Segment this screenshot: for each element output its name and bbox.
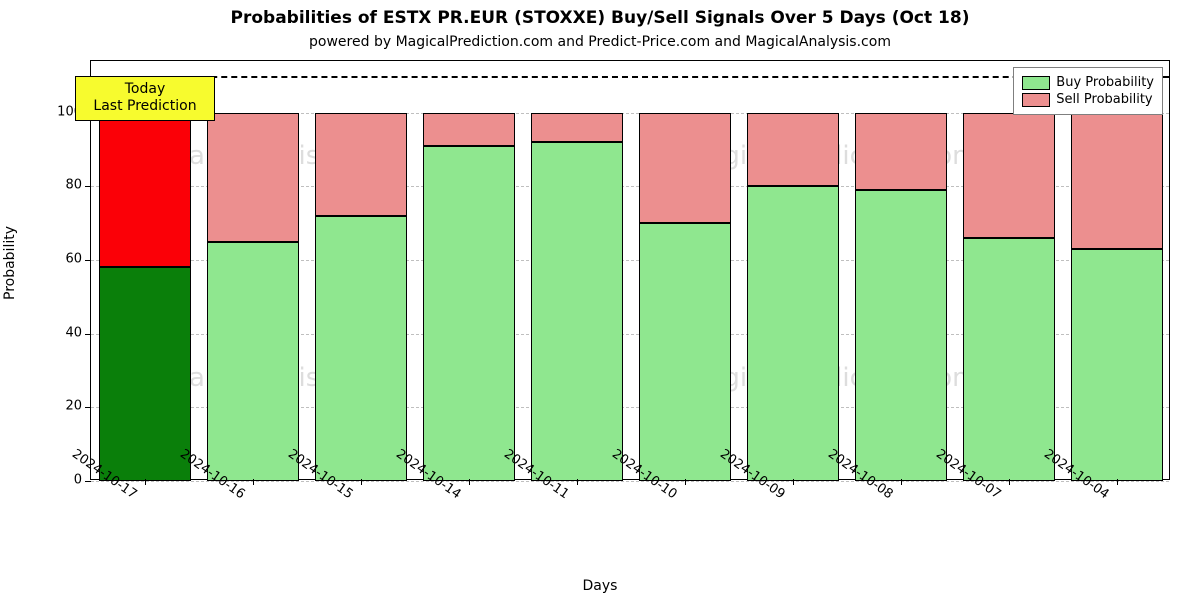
annotation-line2: Last Prediction: [84, 98, 206, 116]
bar-buy: [963, 238, 1056, 481]
y-tick-label: 40: [42, 325, 82, 340]
x-axis-label: Days: [0, 578, 1200, 594]
y-tick-mark: [85, 260, 91, 261]
legend-buy-swatch: [1022, 76, 1050, 90]
bar-sell: [423, 113, 516, 146]
bar-sell: [639, 113, 732, 224]
bar-buy: [315, 216, 408, 481]
plot-area: MagicalAnalysis.comMagicalPrediction.com…: [90, 60, 1170, 480]
x-tick-labels: 2024-10-172024-10-162024-10-152024-10-14…: [90, 484, 1170, 574]
bar-sell: [963, 113, 1056, 238]
y-tick-mark: [85, 186, 91, 187]
y-tick-label: 80: [42, 178, 82, 193]
chart-container: Probabilities of ESTX PR.EUR (STOXXE) Bu…: [0, 0, 1200, 600]
bar-sell: [747, 113, 840, 187]
bar-buy: [1071, 249, 1164, 481]
y-tick-mark: [85, 481, 91, 482]
bar-buy: [99, 267, 192, 481]
chart-subtitle: powered by MagicalPrediction.com and Pre…: [0, 34, 1200, 50]
legend-sell-label: Sell Probability: [1056, 92, 1152, 107]
y-tick-mark: [85, 334, 91, 335]
today-annotation: TodayLast Prediction: [75, 76, 215, 121]
bar-buy: [747, 186, 840, 481]
bar-buy: [207, 242, 300, 481]
y-tick-mark: [85, 407, 91, 408]
y-tick-labels: 020406080100: [0, 60, 86, 480]
chart-title: Probabilities of ESTX PR.EUR (STOXXE) Bu…: [0, 8, 1200, 28]
y-tick-label: 0: [42, 473, 82, 488]
bar-sell: [855, 113, 948, 190]
y-tick-label: 60: [42, 251, 82, 266]
y-tick-label: 20: [42, 399, 82, 414]
bar-sell: [315, 113, 408, 216]
bar-sell: [531, 113, 624, 142]
legend-row: Buy Probability: [1022, 75, 1154, 90]
reference-line: [91, 76, 1169, 78]
legend: Buy Probability Sell Probability: [1013, 67, 1163, 115]
legend-sell-swatch: [1022, 93, 1050, 107]
legend-row: Sell Probability: [1022, 92, 1154, 107]
legend-buy-label: Buy Probability: [1056, 75, 1154, 90]
bar-buy: [531, 142, 624, 481]
annotation-line1: Today: [84, 81, 206, 99]
bar-sell: [99, 113, 192, 268]
bar-sell: [207, 113, 300, 242]
bar-sell: [1071, 113, 1164, 249]
bar-buy: [423, 146, 516, 481]
bar-buy: [855, 190, 948, 481]
bar-buy: [639, 223, 732, 481]
